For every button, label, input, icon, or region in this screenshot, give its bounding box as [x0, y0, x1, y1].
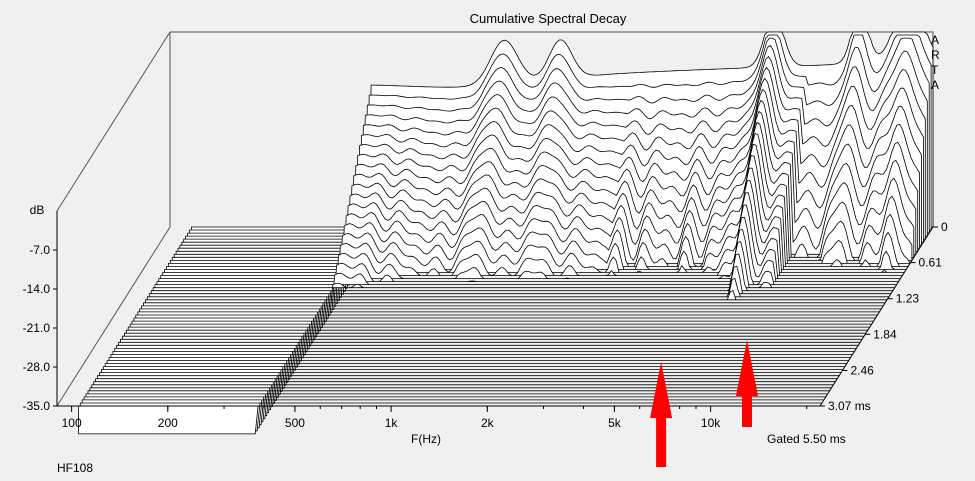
x-tick-label: 100: [62, 416, 82, 430]
arrow-markers: [650, 340, 759, 467]
z-tick-label: 0.61: [919, 256, 943, 270]
chart-axes: -7.0 -14.0 -21.0 -28.0 -35.0 100 200 500 1k 2k 5k 1…: [23, 211, 948, 430]
z-tick-label: 3.07 ms: [828, 399, 871, 413]
x-tick-label: 5k: [608, 416, 622, 430]
x-axis-label: F(Hz): [411, 432, 441, 446]
z-tick-label: 2.46: [850, 363, 874, 377]
left-top-edge: [56, 31, 171, 212]
device-label: HF108: [57, 461, 93, 475]
left-bottom-edge: [56, 226, 171, 407]
x-tick-label: 10k: [701, 416, 721, 430]
arrow-13khz: [736, 340, 759, 427]
y-tick-label: -35.0: [23, 399, 51, 413]
z-axis-line: [819, 226, 934, 407]
arrow-7khz: [650, 362, 673, 467]
gate-label: Gated 5.50 ms: [767, 432, 846, 446]
decay-slices: [78, 31, 934, 435]
z-tick-label: 1.23: [896, 292, 920, 306]
chart-title: Cumulative Spectral Decay: [470, 11, 627, 26]
x-tick-label: 200: [158, 416, 178, 430]
y-axis-label: dB: [30, 203, 45, 217]
z-tick-label: 1.84: [873, 327, 897, 341]
brand-letter-t: T: [931, 63, 939, 77]
x-tick-label: 1k: [385, 416, 399, 430]
brand-letter-a2: A: [931, 78, 939, 92]
x-tick-label: 500: [285, 416, 305, 430]
brand-letter-r: R: [931, 48, 940, 62]
y-tick-label: -21.0: [23, 321, 51, 335]
y-tick-label: -14.0: [23, 282, 51, 296]
brand-letter-a1: A: [931, 33, 939, 47]
y-tick-label: -7.0: [29, 243, 50, 257]
y-tick-label: -28.0: [23, 360, 51, 374]
x-tick-label: 2k: [481, 416, 495, 430]
z-tick-label: 0: [941, 220, 948, 234]
